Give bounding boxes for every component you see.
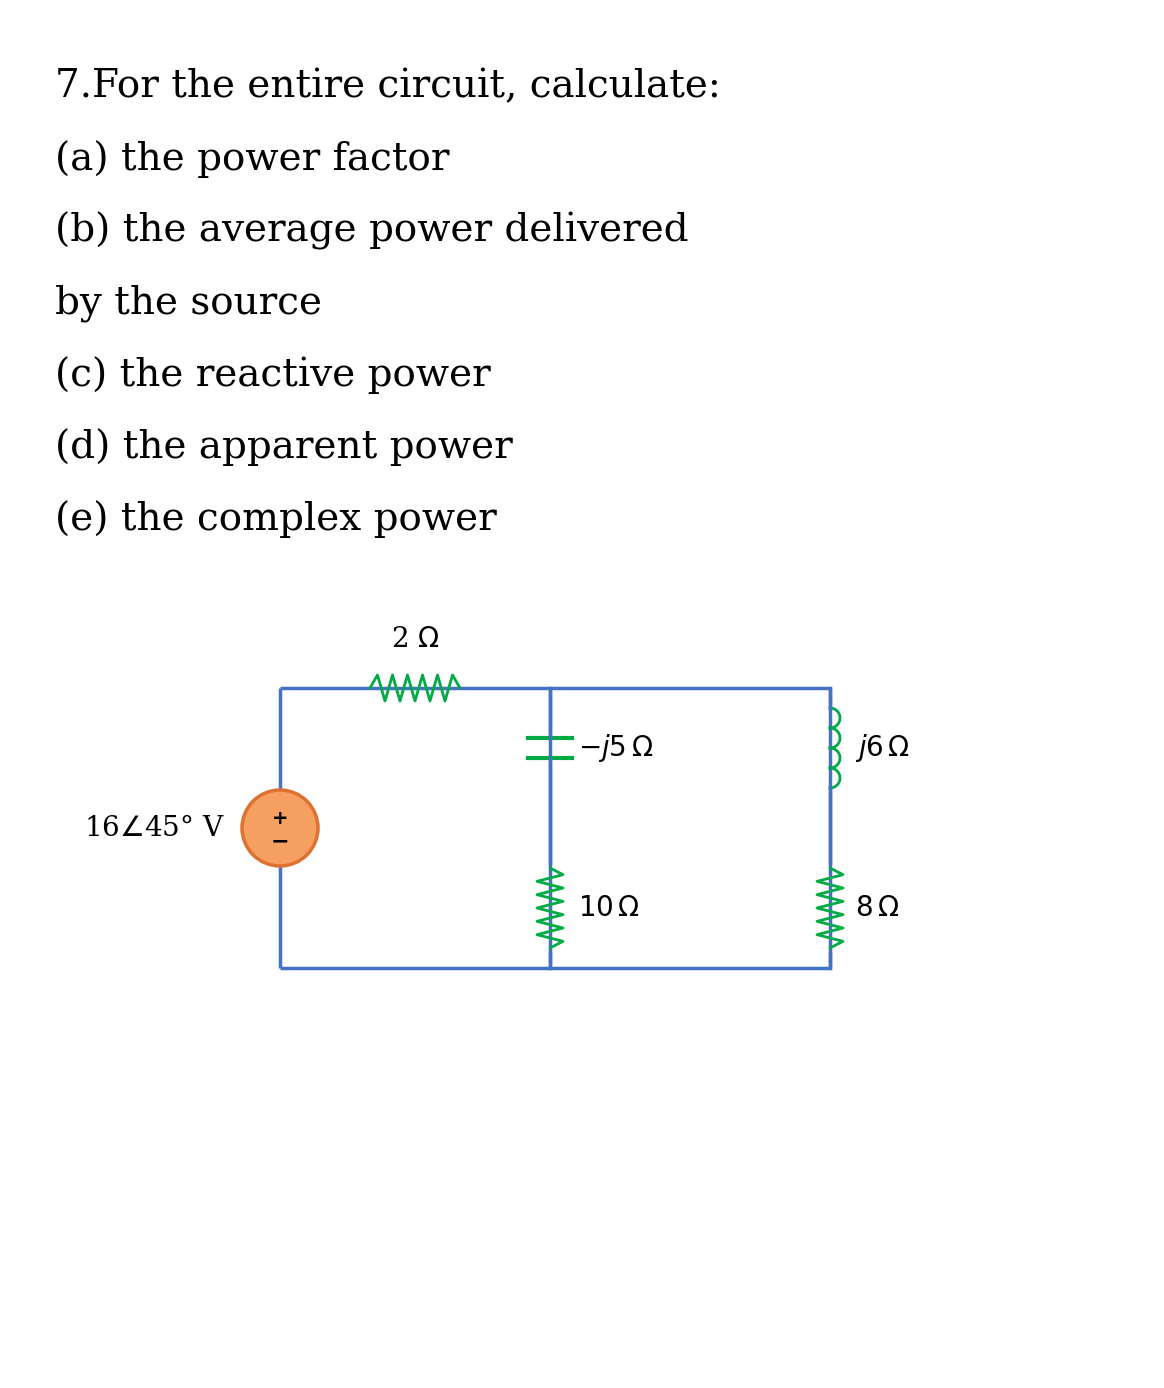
Text: +: + — [271, 808, 289, 827]
Text: 16$\angle$45° V: 16$\angle$45° V — [84, 815, 225, 841]
Text: (c) the reactive power: (c) the reactive power — [55, 355, 491, 394]
Text: (b) the average power delivered: (b) the average power delivered — [55, 212, 689, 250]
Circle shape — [242, 790, 318, 866]
Text: by the source: by the source — [55, 285, 322, 322]
Text: (d) the apparent power: (d) the apparent power — [55, 428, 513, 466]
Text: $8\,\Omega$: $8\,\Omega$ — [856, 894, 900, 922]
Text: $-j5\,\Omega$: $-j5\,\Omega$ — [579, 731, 653, 763]
Text: −: − — [271, 831, 290, 851]
Text: $j6\,\Omega$: $j6\,\Omega$ — [856, 731, 910, 763]
Text: $10\,\Omega$: $10\,\Omega$ — [579, 894, 640, 922]
Text: (a) the power factor: (a) the power factor — [55, 140, 449, 178]
Text: 7.For the entire circuit, calculate:: 7.For the entire circuit, calculate: — [55, 68, 721, 105]
Text: (e) the complex power: (e) the complex power — [55, 500, 497, 539]
Text: 2 $\Omega$: 2 $\Omega$ — [391, 626, 439, 652]
